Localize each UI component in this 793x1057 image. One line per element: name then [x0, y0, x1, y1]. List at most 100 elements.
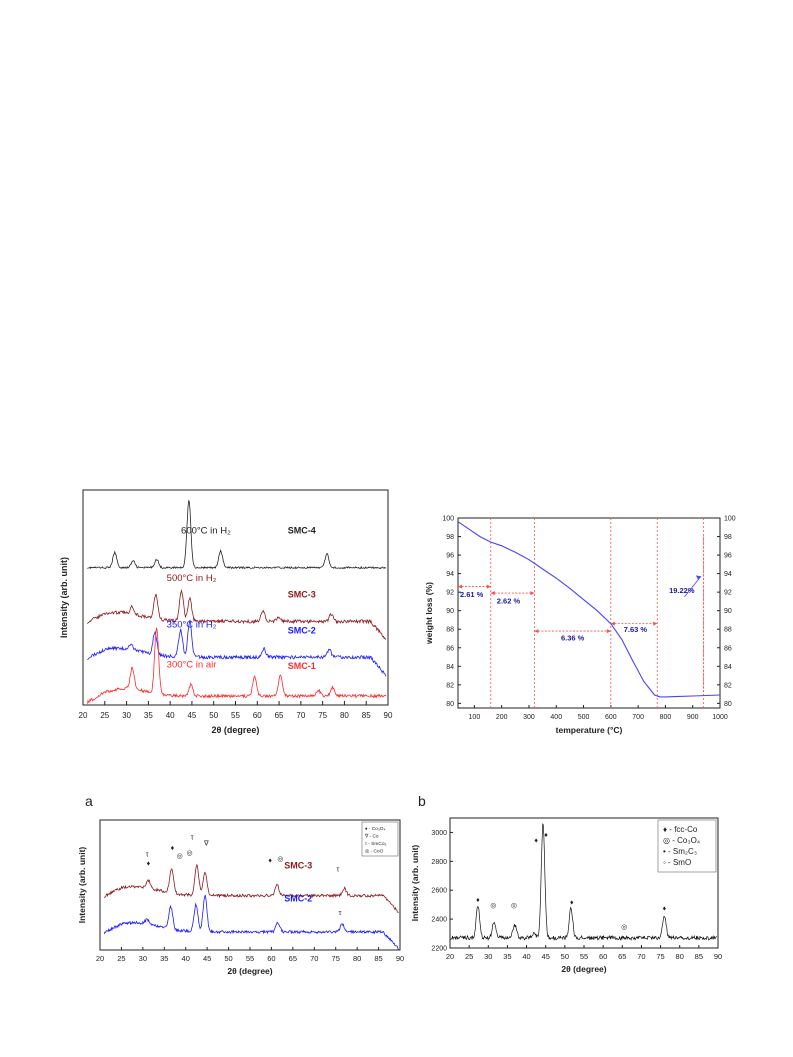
y-tick-label: 2600	[431, 888, 447, 895]
xrd-top-left-panel: 20 25 30 35 40 45 50 55 60 65 70 75 80 85 90 2θ (degree…	[55, 480, 400, 745]
y-tick-label-right: 88	[724, 627, 732, 634]
arrow-head	[653, 621, 658, 626]
series-line-smc-4	[87, 499, 387, 570]
y-axis-label: Intensity (arb. unit)	[59, 557, 69, 638]
y-tick-label-right: 100	[724, 516, 736, 523]
series-name-label: SMC-1	[288, 661, 316, 671]
arrow-head	[610, 621, 615, 626]
peak-marker: ◎	[177, 853, 183, 860]
y-tick-label: 86	[446, 645, 454, 652]
legend-entry: • - Sm₂C₃	[663, 847, 697, 856]
xrd-bottom-right-panel: 20 25 30 35 40 45 50 55 60 65 70 75 80 85 90 2200 2400 26…	[408, 810, 728, 985]
x-tick-label: 25	[465, 952, 473, 961]
series-line-smc-3	[87, 589, 387, 640]
x-tick-label: 35	[144, 711, 153, 720]
arrow-line	[684, 576, 702, 598]
peak-marker: ♦	[544, 832, 548, 839]
x-tick-label: 75	[318, 711, 327, 720]
x-tick-label: 20	[446, 952, 454, 961]
peak-marker: τ	[336, 866, 339, 873]
series-name-label: SMC-2	[288, 625, 316, 635]
series-line-smc-2	[87, 619, 387, 677]
plot-frame	[457, 517, 721, 709]
arrow-head	[530, 591, 535, 596]
series-name-label: SMC-4	[288, 525, 316, 535]
x-tick-label: 90	[396, 954, 404, 963]
peak-marker: ◎	[511, 903, 517, 910]
series-line-smc-1	[87, 627, 387, 704]
x-tick-label: 25	[117, 954, 125, 963]
figure-label-b: b	[418, 793, 426, 809]
xrd-bottom-right-chart: 20 25 30 35 40 45 50 55 60 65 70 75 80 85 90 2200 2400 26…	[410, 817, 722, 974]
x-tick-label: 75	[656, 952, 664, 961]
tga-top-right-panel: 100 200 300 400 500 600 700 800 900 1000 80 80 82 82 8…	[420, 510, 750, 750]
x-axis-label: 2θ (degree)	[212, 725, 260, 735]
percent-annotation: 19.22%	[669, 586, 695, 595]
y-tick-label: 80	[446, 701, 454, 708]
x-tick-label: 75	[332, 954, 340, 963]
x-tick-label: 90	[384, 711, 393, 720]
y-tick-label-right: 82	[724, 682, 732, 689]
y-tick-label-right: 84	[724, 664, 732, 671]
x-tick-label: 25	[100, 711, 109, 720]
legend-entry: ◎ - Co₃O₄	[663, 836, 700, 845]
y-tick-label: 92	[446, 590, 454, 597]
y-tick-label-right: 86	[724, 645, 732, 652]
peak-marker: ◎	[187, 850, 193, 857]
x-tick-label: 50	[561, 952, 569, 961]
tga-chart: 100 200 300 400 500 600 700 800 900 1000 80 80 82 82 8…	[424, 516, 736, 736]
percent-annotation: 6.36 %	[561, 633, 585, 642]
peak-marker: τ	[191, 835, 194, 842]
x-tick-label: 300	[523, 714, 535, 721]
x-tick-label: 90	[714, 952, 722, 961]
legend-entry: τ - SmCo₅	[365, 841, 386, 847]
x-tick-label: 200	[496, 714, 508, 721]
y-axis-label: Intensity (arb. unit)	[77, 847, 87, 924]
x-axis-label: 2θ (degree)	[227, 966, 272, 976]
peak-marker: ♦	[476, 897, 480, 904]
peak-marker: τ	[146, 851, 149, 858]
series-name-label: SMC-3	[284, 860, 312, 870]
x-tick-label: 45	[187, 711, 196, 720]
x-axis-label: temperature (°C)	[556, 725, 623, 735]
x-tick-label: 60	[253, 711, 262, 720]
series-line-smc-2	[103, 894, 399, 950]
x-tick-label: 30	[484, 952, 492, 961]
x-axis-label: 2θ (degree)	[561, 964, 606, 974]
x-tick-label: 800	[660, 714, 672, 721]
arrow-head	[695, 575, 701, 580]
y-tick-label: 90	[446, 608, 454, 615]
peak-marker: ◎	[621, 924, 627, 931]
y-tick-label: 100	[442, 516, 454, 523]
x-tick-label: 55	[231, 711, 240, 720]
y-tick-label-right: 94	[724, 571, 732, 578]
peak-marker: ◎	[490, 903, 496, 910]
xrd-line	[450, 823, 717, 941]
y-axis-label: Intensity (arb. unit)	[410, 845, 420, 922]
arrow-head	[486, 584, 491, 589]
percent-annotation: 2.62 %	[497, 596, 521, 605]
x-tick-label: 35	[503, 952, 511, 961]
legend-entry: ◎ - CoO	[365, 849, 384, 855]
y-tick-label: 96	[446, 553, 454, 560]
x-tick-label: 60	[599, 952, 607, 961]
series-annotation: 500°C in H₂	[167, 573, 217, 584]
legend-entry: ♦ - fcc-Co	[663, 825, 698, 834]
y-tick-label: 82	[446, 682, 454, 689]
series-annotation: 350°C in H₂	[167, 619, 217, 630]
series-annotation: 300°C in air	[167, 660, 217, 671]
y-tick-label-right: 90	[724, 608, 732, 615]
figure-label-a: a	[85, 793, 93, 809]
series-name-label: SMC-3	[288, 590, 316, 600]
peak-marker: ♦	[171, 845, 175, 852]
x-tick-label: 80	[353, 954, 361, 963]
tga-curve	[457, 521, 721, 698]
peak-marker: τ	[339, 910, 342, 917]
plot-frame	[99, 819, 401, 951]
x-tick-label: 1000	[712, 714, 728, 721]
x-tick-label: 50	[224, 954, 232, 963]
xrd-top-left-chart: 20 25 30 35 40 45 50 55 60 65 70 75 80 85 90 2θ (degree…	[59, 489, 393, 735]
x-tick-label: 55	[246, 954, 254, 963]
y-tick-label: 88	[446, 627, 454, 634]
x-tick-label: 45	[203, 954, 211, 963]
